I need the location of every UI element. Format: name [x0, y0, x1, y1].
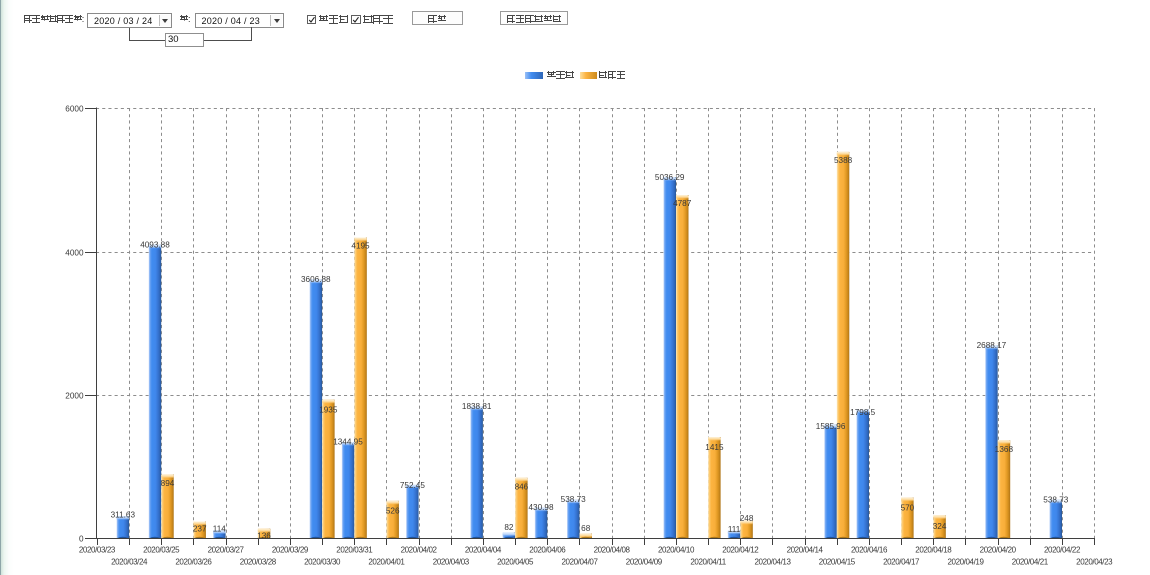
svg-text:2020/04/18: 2020/04/18 — [915, 546, 952, 555]
svg-text:2020/04/05: 2020/04/05 — [497, 558, 534, 567]
svg-text:1838.81: 1838.81 — [462, 402, 492, 411]
svg-text:430.98: 430.98 — [528, 503, 553, 512]
svg-text:2020/03/27: 2020/03/27 — [208, 546, 245, 555]
svg-text:2020/04/02: 2020/04/02 — [401, 546, 438, 555]
svg-text:2020/04/17: 2020/04/17 — [883, 558, 920, 567]
svg-text:68: 68 — [581, 524, 591, 533]
svg-text:2020/04/08: 2020/04/08 — [594, 546, 631, 555]
svg-text:2020/03/28: 2020/03/28 — [240, 558, 277, 567]
svg-text:1368: 1368 — [995, 445, 1014, 454]
svg-text:4093.88: 4093.88 — [140, 240, 170, 249]
svg-text:2020/04/07: 2020/04/07 — [561, 558, 598, 567]
svg-text:248: 248 — [740, 514, 754, 523]
svg-text:5036.29: 5036.29 — [655, 173, 685, 182]
svg-text:1935: 1935 — [319, 406, 338, 415]
svg-text:2020/04/12: 2020/04/12 — [722, 546, 759, 555]
svg-text:324: 324 — [933, 522, 947, 531]
svg-text:526: 526 — [386, 506, 400, 515]
svg-text:1585.96: 1585.96 — [816, 422, 846, 431]
svg-text:2000: 2000 — [65, 392, 84, 401]
svg-text:111: 111 — [728, 525, 741, 534]
svg-text:2020/04/22: 2020/04/22 — [1044, 546, 1081, 555]
svg-text:2020/04/01: 2020/04/01 — [368, 558, 405, 567]
svg-text:2020/03/29: 2020/03/29 — [272, 546, 309, 555]
svg-text:2020/03/30: 2020/03/30 — [304, 558, 341, 567]
svg-text:894: 894 — [161, 479, 175, 488]
svg-text:82: 82 — [504, 523, 514, 532]
svg-text:2020/04/06: 2020/04/06 — [529, 546, 566, 555]
svg-text:311.63: 311.63 — [111, 511, 136, 520]
svg-text:2020/04/11: 2020/04/11 — [690, 558, 726, 567]
svg-text:2688.17: 2688.17 — [977, 341, 1007, 350]
svg-text:6000: 6000 — [65, 105, 84, 114]
svg-text:2020/03/26: 2020/03/26 — [175, 558, 212, 567]
svg-text:1415: 1415 — [705, 443, 724, 452]
svg-text:1344.95: 1344.95 — [333, 438, 363, 447]
svg-text:114: 114 — [213, 524, 226, 533]
svg-text:1798.5: 1798.5 — [850, 408, 875, 417]
svg-text:2020/04/09: 2020/04/09 — [626, 558, 663, 567]
svg-text:4000: 4000 — [65, 249, 84, 258]
svg-text:2020/04/03: 2020/04/03 — [433, 558, 470, 567]
svg-text:2020/03/23: 2020/03/23 — [79, 546, 116, 555]
svg-text:570: 570 — [901, 504, 915, 513]
svg-text:2020/04/19: 2020/04/19 — [947, 558, 984, 567]
svg-text:2020/04/16: 2020/04/16 — [851, 546, 888, 555]
svg-text:2020/04/14: 2020/04/14 — [787, 546, 824, 555]
svg-text:2020/04/10: 2020/04/10 — [658, 546, 695, 555]
svg-text:538.73: 538.73 — [1043, 495, 1068, 504]
svg-text:2020/04/23: 2020/04/23 — [1076, 558, 1113, 567]
svg-text:3606.88: 3606.88 — [301, 275, 331, 284]
svg-text:752.45: 752.45 — [400, 481, 425, 490]
svg-text:2020/03/24: 2020/03/24 — [111, 558, 148, 567]
svg-text:2020/03/31: 2020/03/31 — [336, 546, 373, 555]
svg-text:846: 846 — [515, 482, 529, 491]
svg-text:237: 237 — [193, 525, 207, 534]
svg-text:538.73: 538.73 — [561, 495, 586, 504]
svg-text:5388: 5388 — [834, 156, 853, 165]
svg-text:4195: 4195 — [351, 242, 370, 251]
svg-text:2020/04/04: 2020/04/04 — [465, 546, 502, 555]
svg-text:4787: 4787 — [673, 199, 692, 208]
svg-text:2020/04/13: 2020/04/13 — [754, 558, 791, 567]
svg-text:0: 0 — [79, 535, 84, 544]
svg-text:2020/04/20: 2020/04/20 — [980, 546, 1017, 555]
svg-text:2020/04/15: 2020/04/15 — [819, 558, 856, 567]
svg-text:136: 136 — [257, 532, 271, 541]
svg-text:2020/03/25: 2020/03/25 — [143, 546, 180, 555]
svg-text:2020/04/21: 2020/04/21 — [1012, 558, 1049, 567]
